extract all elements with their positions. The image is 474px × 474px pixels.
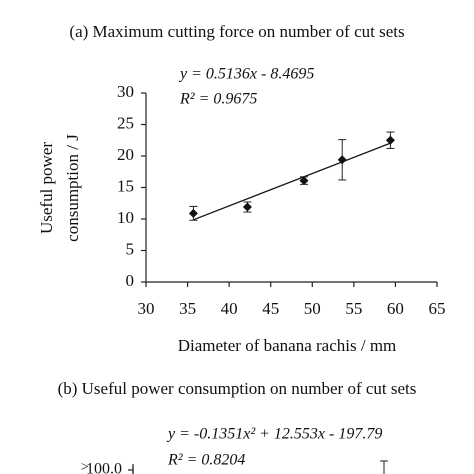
- r-squared: R² = 0.9675: [179, 91, 257, 108]
- y-tick-label: 0: [126, 271, 135, 290]
- r-squared: R² = 0.8204: [167, 452, 245, 469]
- x-tick-label: 35: [179, 299, 196, 318]
- point: [337, 155, 347, 165]
- point: [188, 208, 198, 218]
- y-axis-label: consumption / J: [63, 134, 82, 242]
- y-tick-label: 20: [117, 145, 134, 164]
- x-tick-label: 65: [429, 299, 446, 318]
- y-tick-label: 25: [117, 113, 134, 132]
- y-tick-label: 15: [117, 176, 134, 195]
- x-tick-label: 50: [304, 299, 321, 318]
- x-tick-label: 60: [387, 299, 404, 318]
- y-tick-label: 30: [117, 82, 134, 101]
- axis-arrow: >: [80, 460, 89, 474]
- x-tick-label: 45: [262, 299, 279, 318]
- point: [242, 202, 252, 212]
- x-tick-label: 30: [138, 299, 155, 318]
- equation: y = -0.1351x² + 12.553x - 197.79: [166, 426, 382, 443]
- y-tick-label: 100.0: [86, 461, 122, 474]
- y-tick-label: 10: [117, 208, 134, 227]
- y-tick-label: 5: [126, 239, 135, 258]
- x-tick-label: 40: [221, 299, 238, 318]
- equation: y = 0.5136x - 8.4695: [178, 66, 314, 83]
- x-axis-label: Diameter of banana rachis / mm: [178, 336, 397, 355]
- point: [385, 135, 395, 145]
- trendline: [193, 142, 391, 221]
- chart-title: (b) Useful power consumption on number o…: [58, 379, 417, 398]
- y-axis-label: Useful power: [37, 142, 56, 234]
- point: [299, 176, 309, 186]
- chart-title: (a) Maximum cutting force on number of c…: [69, 22, 404, 41]
- x-tick-label: 55: [345, 299, 362, 318]
